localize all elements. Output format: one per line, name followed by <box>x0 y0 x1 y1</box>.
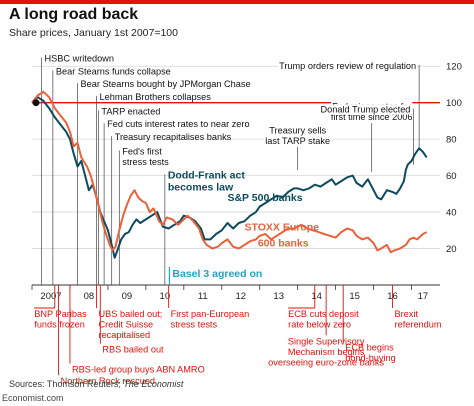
event-text: First pan-European <box>171 309 250 319</box>
chart-title: A long road back <box>9 6 139 23</box>
annotation-text: becomes law <box>168 181 234 193</box>
x-tick-label: 17 <box>418 291 429 302</box>
x-tick-label: 10 <box>160 291 171 302</box>
brand-accent-bar <box>0 0 474 4</box>
annotation-text: Fed cuts interest rates to near zero <box>107 119 249 129</box>
series-label: STOXX Europe <box>245 221 320 233</box>
annotation-text: Lehman Brothers collapses <box>100 92 212 102</box>
event-text: funds frozen <box>34 320 85 330</box>
basel-label: Basel 3 agreed on <box>172 268 262 280</box>
event-text: Credit Suisse <box>99 320 154 330</box>
event-text: RBS-led group buys ABN AMRO <box>72 365 205 375</box>
event-text: ECB cuts deposit <box>288 309 359 319</box>
x-tick-label: 08 <box>84 291 95 302</box>
event-text: ECB begins <box>345 343 394 353</box>
annotations-above: HSBC writedown Bear Stearns funds collaps… <box>41 54 420 285</box>
event-text: rate below zero <box>288 320 351 330</box>
x-tick-label: 12 <box>235 291 246 302</box>
annotation-text: Bear Stearns bought by JPMorgan Chase <box>81 79 251 89</box>
site-credit: Economist.com <box>2 393 64 403</box>
source-publication: The Economist <box>123 379 184 389</box>
series-lines <box>31 90 428 259</box>
series-label: 600 banks <box>258 238 309 250</box>
x-tick-label: 2007 <box>40 291 61 302</box>
event-text: Brexit <box>395 309 419 319</box>
y-tick-label: 80 <box>446 135 457 146</box>
y-tick-label: 20 <box>446 244 457 255</box>
annotation-text: HSBC writedown <box>44 54 113 64</box>
y-tick-label: 120 <box>446 62 462 73</box>
annotation-text: TARP enacted <box>101 106 160 116</box>
origin-marker <box>32 99 40 107</box>
annotation-text-bg <box>319 104 412 115</box>
event-text: RBS bailed out <box>102 345 164 355</box>
annotation-text: stress tests <box>122 157 169 167</box>
event-text: Single Supervisory <box>288 336 365 346</box>
x-tick-label: 13 <box>273 291 284 302</box>
event-text: bond-buying <box>345 353 396 363</box>
event-text: Mechanism begins <box>288 347 365 357</box>
y-tick-label: 60 <box>446 171 457 182</box>
series-label: S&P 500 banks <box>227 192 302 204</box>
x-tick-label: 15 <box>349 291 360 302</box>
source-prefix: Sources: Thomson Reuters; <box>9 379 124 389</box>
x-axis: 2007 08 09 10 11 12 13 14 15 16 17 <box>31 284 440 302</box>
annotation-text: Bear Stearns funds collapse <box>56 66 171 76</box>
annotation-text-bg <box>278 60 418 71</box>
x-tick-label: 14 <box>311 291 322 302</box>
series-labels: S&P 500 banks STOXX Europe 600 banks <box>227 192 319 250</box>
annotation-text: first time since 2006 <box>331 112 413 122</box>
event-text: BNP Paribas <box>34 309 87 319</box>
annotation-text-bg <box>329 112 414 123</box>
annotation-text: Donald Trump elected <box>321 105 411 115</box>
source-note: Sources: Thomson Reuters; The Economist <box>9 379 183 389</box>
event-text: UBS bailed out; <box>99 309 163 319</box>
x-tick-label: 11 <box>198 291 208 302</box>
annotation-text-bg <box>268 125 328 136</box>
annotation-text: last TARP stake <box>265 136 330 146</box>
y-tick-label: 40 <box>446 208 457 219</box>
annotation-text-bg <box>264 135 332 146</box>
event-text: referendum <box>395 320 442 330</box>
annotation-text: Treasury recapitalises banks <box>115 132 232 142</box>
series-line <box>31 90 428 254</box>
event-text: stress tests <box>171 320 218 330</box>
event-text: recapitalised <box>99 330 151 340</box>
event-text: overseeing euro-zone banks <box>268 357 384 367</box>
origin-dot <box>32 99 40 107</box>
chart-subtitle: Share prices, January 1st 2007=100 <box>9 27 178 39</box>
annotation-text: Fed's first <box>122 147 162 157</box>
annotation-text: Dodd-Frank act <box>168 169 246 181</box>
y-axis-tick-labels: 20 40 60 80 100 120 <box>446 62 462 255</box>
basel-annotation: Basel 3 agreed on <box>168 267 262 285</box>
annotation-text: Trump orders review of regulation <box>279 61 416 71</box>
annotation-text: Treasury sells <box>269 125 326 135</box>
y-tick-label: 100 <box>446 98 462 109</box>
event-text: Northern Rock rescued <box>61 376 155 386</box>
x-tick-label: 09 <box>122 291 133 302</box>
gridlines <box>32 65 440 249</box>
